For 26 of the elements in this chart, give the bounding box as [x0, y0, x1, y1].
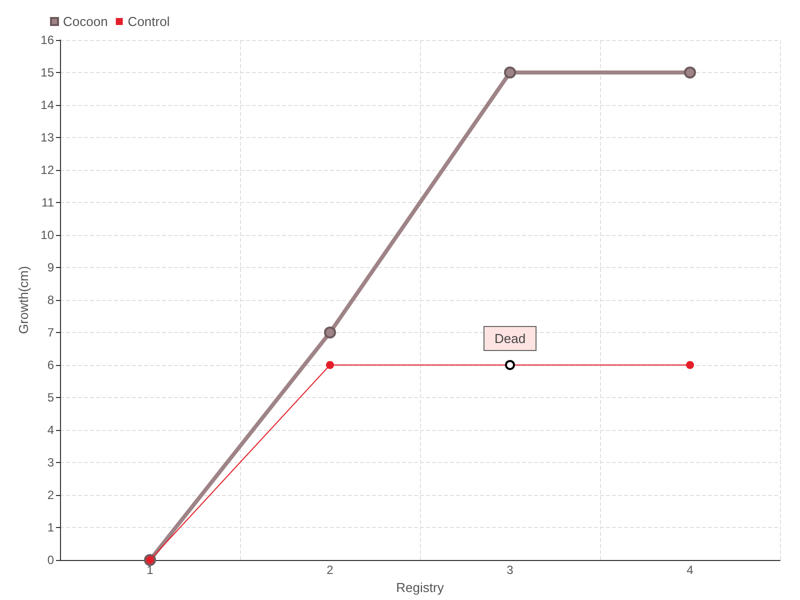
y-tick-label: 2 [47, 488, 54, 502]
y-tick-label: 7 [47, 326, 54, 340]
x-tick-label: 4 [686, 563, 694, 577]
y-tick-label: 5 [47, 390, 54, 404]
y-tick-label: 4 [47, 423, 54, 437]
x-tick-label: 2 [326, 563, 334, 577]
annotation: Dead [494, 331, 526, 346]
x-axis-title: Registry [396, 580, 444, 595]
y-tick-label: 3 [47, 456, 54, 470]
y-tick-label: 12 [40, 163, 54, 177]
y-tick-label: 9 [47, 260, 54, 274]
y-tick-label: 6 [47, 358, 54, 372]
y-tick-label: 13 [40, 130, 54, 144]
y-axis-title: Growth(cm) [16, 266, 31, 334]
y-tick-label: 14 [40, 98, 54, 112]
y-tick-label: 0 [47, 553, 54, 567]
y-tick-label: 16 [40, 33, 54, 47]
y-tick-label: 8 [47, 293, 54, 307]
x-tick-label: 1 [146, 563, 154, 577]
legend-label: Cocoon [63, 14, 108, 29]
legend-label: Control [128, 14, 170, 29]
y-tick-label: 10 [40, 228, 54, 242]
x-tick-label: 3 [506, 563, 514, 577]
y-tick-label: 1 [47, 520, 54, 534]
y-tick-label: 11 [42, 196, 54, 210]
y-tick-label: 15 [40, 66, 54, 80]
